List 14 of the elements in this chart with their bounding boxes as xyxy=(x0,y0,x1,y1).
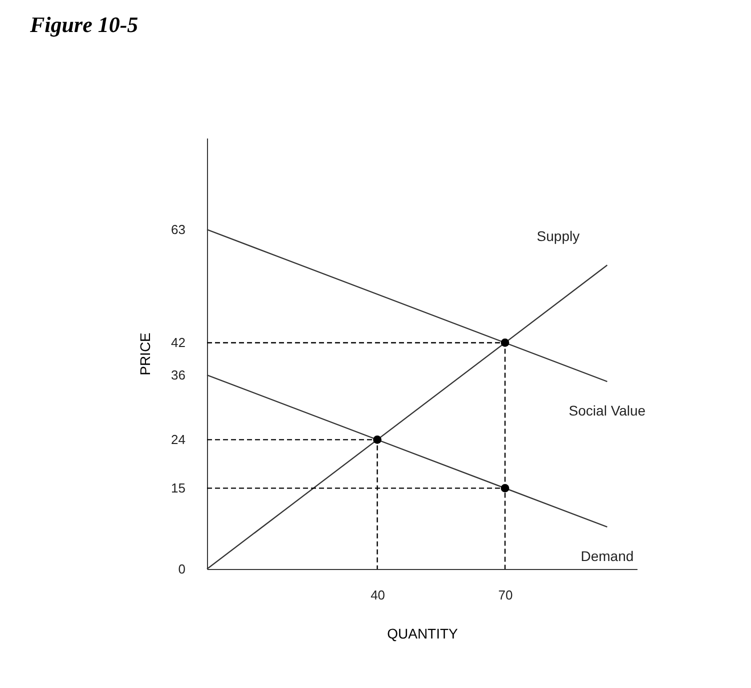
y-tick-label: 24 xyxy=(171,432,186,448)
text: Social Value xyxy=(568,402,646,419)
x-axis-title: QUANTITY xyxy=(387,626,459,642)
x-tick-label: 40 xyxy=(370,588,386,602)
y-tick-label: 15 xyxy=(171,480,186,496)
chart-title: Figure 10-5 xyxy=(30,12,138,38)
text: Demand xyxy=(580,548,634,564)
y-tick-label: 63 xyxy=(171,222,186,238)
y-axis-title: PRICE xyxy=(137,332,154,376)
x-tick-label: 70 xyxy=(498,588,513,602)
y-tick-label: 42 xyxy=(171,335,186,350)
y-tick-label: 0 xyxy=(178,562,186,576)
text: Supply xyxy=(536,228,580,244)
y-tick-label: 36 xyxy=(171,368,186,383)
